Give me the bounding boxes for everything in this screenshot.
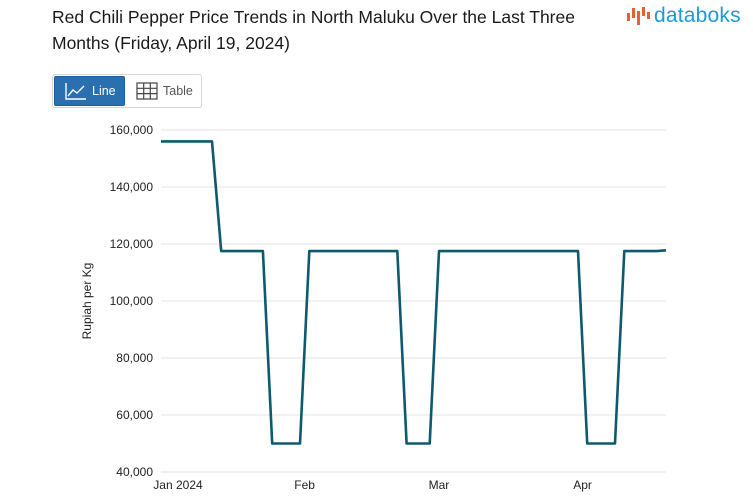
view-toggle: Line Table [52,74,202,108]
table-view-button[interactable]: Table [126,75,201,107]
line-view-label: Line [92,84,116,98]
gridlines [161,129,666,473]
data-point[interactable] [574,247,582,255]
data-point[interactable] [305,247,313,255]
chart-title: Red Chili Pepper Price Trends in North M… [52,7,575,53]
table-view-label: Table [163,84,193,98]
y-tick-label: 80,000 [116,351,153,365]
series-layer [157,137,670,448]
data-point[interactable] [435,247,443,255]
data-point[interactable] [268,440,276,448]
data-point[interactable] [296,440,304,448]
x-tick-label: Feb [294,478,315,492]
data-point[interactable] [620,247,628,255]
data-point[interactable] [393,247,401,255]
data-point[interactable] [611,440,619,448]
y-tick-label: 140,000 [110,180,154,194]
x-tick-label: Apr [573,478,592,492]
x-tick-label: Mar [429,478,450,492]
y-axis-ticks: 40,000 60,000 80,000 100,000 120,000 140,000 1… [110,123,154,479]
y-tick-label: 60,000 [116,408,153,422]
databoks-logo[interactable]: databoks [626,4,741,28]
y-tick-label: 100,000 [110,294,154,308]
data-point[interactable] [259,247,267,255]
brand-name: databoks [654,4,741,27]
y-tick-label: 40,000 [116,465,153,479]
line-chart-icon [65,83,86,100]
x-tick-label: Jan 2024 [153,478,203,492]
data-point[interactable] [662,246,670,254]
y-tick-label: 120,000 [110,237,154,251]
y-axis-title: Rupiah per Kg [80,263,94,340]
series-line[interactable] [161,140,667,445]
data-point[interactable] [157,137,165,145]
data-point[interactable] [403,440,411,448]
data-point[interactable] [208,137,216,145]
y-tick-label: 160,000 [110,123,154,137]
bar-chart-logo-icon [627,7,650,25]
line-view-button[interactable]: Line [54,76,125,106]
data-point[interactable] [426,440,434,448]
table-grid-icon [136,82,158,100]
data-point[interactable] [653,247,661,255]
x-axis-ticks: Jan 2024 Feb Mar Apr [153,478,592,492]
data-point[interactable] [583,440,591,448]
data-point[interactable] [217,247,225,255]
